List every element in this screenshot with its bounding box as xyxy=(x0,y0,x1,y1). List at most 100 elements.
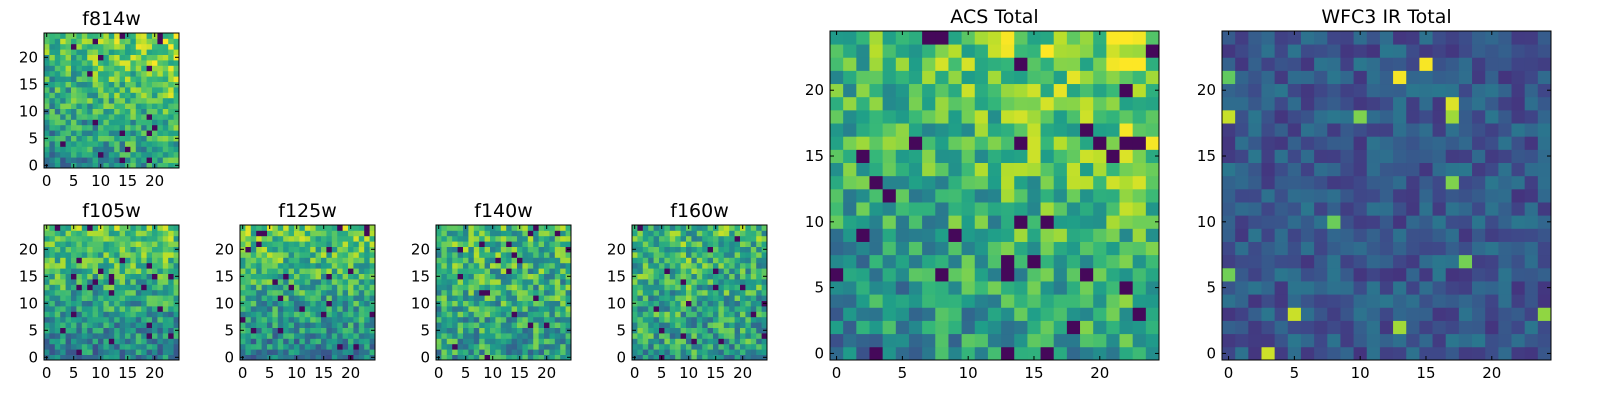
heatmap-cell xyxy=(560,300,566,307)
heatmap-cell xyxy=(114,114,120,120)
heatmap-cell xyxy=(1014,123,1028,137)
heatmap-cell xyxy=(146,241,153,247)
heatmap-cell xyxy=(756,333,762,339)
heatmap-cell xyxy=(168,257,174,264)
heatmap-cell xyxy=(908,96,923,111)
heatmap-cell xyxy=(76,38,83,45)
heatmap-cell xyxy=(1340,215,1354,229)
heatmap-cell xyxy=(103,252,110,258)
heatmap-cell xyxy=(60,43,66,50)
heatmap-cell xyxy=(718,279,725,285)
heatmap-cell xyxy=(1419,320,1433,335)
heatmap-cell xyxy=(240,235,246,242)
heatmap-cell xyxy=(468,268,475,274)
heatmap-cell xyxy=(54,130,61,136)
heatmap-cell xyxy=(544,279,550,285)
heatmap-cell xyxy=(60,257,66,264)
heatmap-cell xyxy=(452,354,458,361)
x-tick-label: 5 xyxy=(461,364,471,382)
heatmap-cell xyxy=(108,262,115,269)
heatmap-cell xyxy=(506,257,512,264)
heatmap-cell xyxy=(1248,109,1262,124)
heatmap-cell xyxy=(108,54,115,61)
heatmap-cell xyxy=(1274,175,1289,190)
heatmap-cell xyxy=(723,354,730,361)
heatmap-cell xyxy=(479,273,485,280)
heatmap-cell xyxy=(756,349,762,355)
heatmap-cell xyxy=(1379,267,1394,282)
heatmap-cell xyxy=(157,43,164,50)
heatmap-cell xyxy=(125,257,131,264)
heatmap-cell xyxy=(517,284,523,291)
heatmap-cell xyxy=(1472,83,1486,98)
heatmap-cell xyxy=(135,300,142,307)
heatmap-cell xyxy=(675,300,681,307)
axes-frame xyxy=(829,30,1160,361)
heatmap-cell xyxy=(495,225,502,231)
heatmap-cell xyxy=(1066,57,1081,71)
heatmap-cell xyxy=(108,246,115,253)
heatmap-cell xyxy=(326,354,333,361)
heatmap-cell xyxy=(642,241,649,247)
heatmap-cell xyxy=(65,225,72,231)
heatmap-cell xyxy=(882,149,897,163)
heatmap-cell xyxy=(1498,228,1512,242)
heatmap-cell xyxy=(60,124,66,131)
heatmap-cell xyxy=(843,70,857,85)
heatmap-cell xyxy=(304,230,311,237)
heatmap-cell xyxy=(114,338,120,345)
heatmap-cell xyxy=(331,246,338,253)
heatmap-cell xyxy=(922,57,936,71)
heatmap-cell xyxy=(114,279,120,285)
x-tick-label: 0 xyxy=(238,364,248,382)
heatmap-cell xyxy=(446,311,453,318)
heatmap-cell xyxy=(856,281,870,295)
heatmap-cell xyxy=(44,49,50,55)
heatmap-cell xyxy=(98,141,104,147)
heatmap-cell xyxy=(522,311,529,318)
heatmap-cell xyxy=(1080,333,1094,348)
heatmap-cell xyxy=(108,295,115,301)
heatmap-cell xyxy=(60,60,66,66)
heatmap-cell xyxy=(119,135,126,142)
heatmap-cell xyxy=(1027,307,1041,321)
heatmap-cell xyxy=(81,273,88,280)
heatmap-cell xyxy=(1235,281,1249,295)
heatmap-cell xyxy=(723,322,730,328)
heatmap-cell xyxy=(162,135,169,142)
heatmap-cell xyxy=(522,338,529,345)
heatmap-cell xyxy=(146,262,153,269)
heatmap-cell xyxy=(680,316,687,323)
heatmap-cell xyxy=(353,225,360,231)
heatmap-cell xyxy=(321,262,327,269)
heatmap-cell xyxy=(463,316,469,323)
heatmap-cell xyxy=(71,306,77,312)
heatmap-cell xyxy=(162,70,169,77)
heatmap-cell xyxy=(1053,149,1068,163)
heatmap-cell xyxy=(315,295,322,301)
heatmap-cell xyxy=(103,316,110,323)
heatmap-cell xyxy=(1053,136,1068,150)
heatmap-cell xyxy=(1366,267,1381,282)
heatmap-cell xyxy=(729,289,735,296)
heatmap-cell xyxy=(1287,31,1302,45)
heatmap-cell xyxy=(103,135,110,142)
heatmap-cell xyxy=(146,103,153,109)
heatmap-cell xyxy=(125,246,131,253)
heatmap-cell xyxy=(76,141,83,147)
heatmap-cell xyxy=(130,273,137,280)
heatmap-cell xyxy=(1274,307,1289,321)
heatmap-cell xyxy=(141,81,147,88)
heatmap-cell xyxy=(691,273,698,280)
heatmap-cell xyxy=(119,300,126,307)
heatmap-cell xyxy=(108,273,115,280)
heatmap-cell xyxy=(1366,57,1381,71)
heatmap-cell xyxy=(108,241,115,247)
heatmap-cell xyxy=(87,146,93,153)
heatmap-cell xyxy=(961,267,976,282)
heatmap-cell xyxy=(44,141,50,147)
heatmap-cell xyxy=(240,322,246,328)
heatmap-cell xyxy=(441,289,448,296)
heatmap-cell xyxy=(157,92,164,99)
heatmap-cell xyxy=(168,295,174,301)
